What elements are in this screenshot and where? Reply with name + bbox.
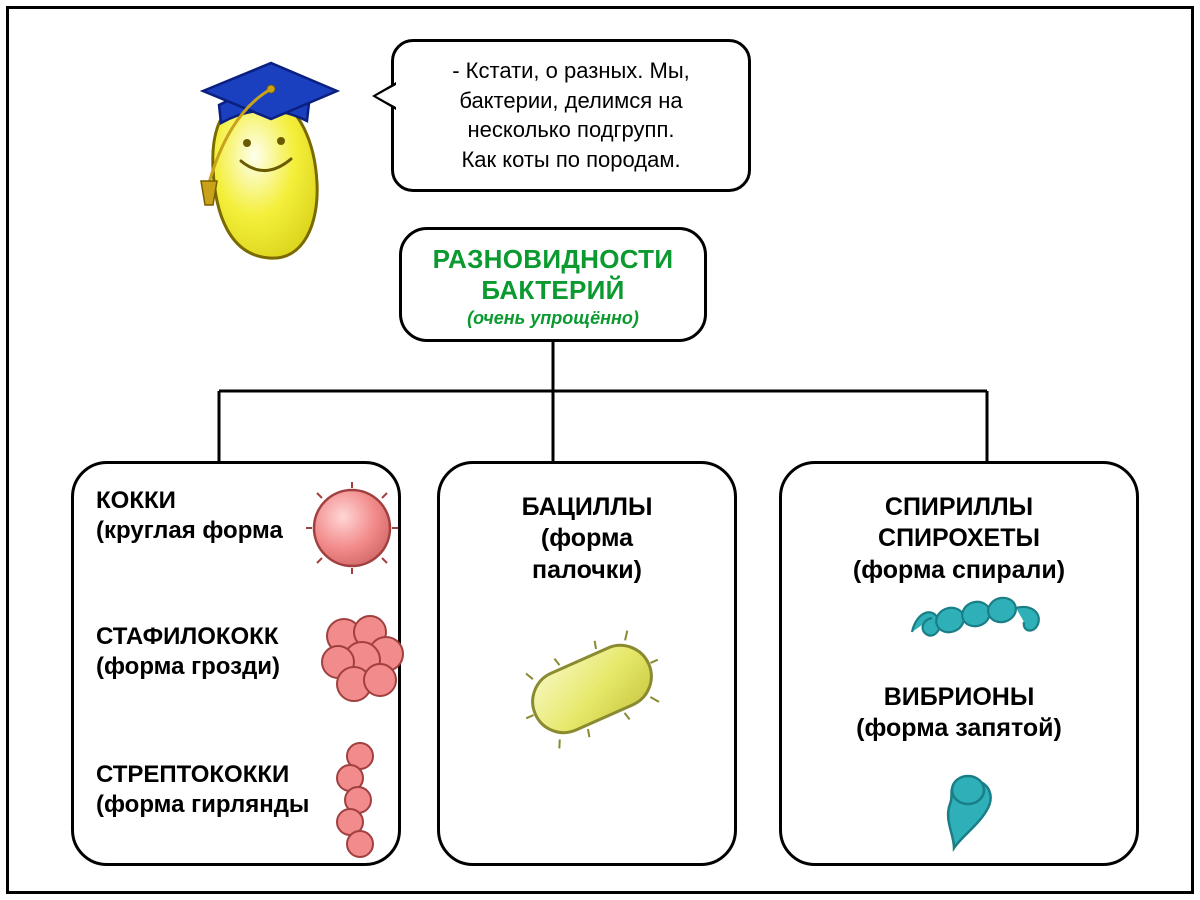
card-kokki: КОККИ (круглая форма СТАФИЛОКОКК (форма … bbox=[71, 461, 401, 866]
bacilli-title: БАЦИЛЛЫ bbox=[462, 492, 712, 523]
mascot-bacterium bbox=[179, 33, 359, 283]
card-bacilli: БАЦИЛЛЫ (форма палочки) bbox=[437, 461, 737, 866]
bacillus-icon bbox=[502, 614, 682, 764]
spirilla-subtitle: (форма спирали) bbox=[804, 555, 1114, 586]
spirilla-title: СПИРИЛЛЫ СПИРОХЕТЫ bbox=[804, 492, 1114, 555]
bacilli-subtitle: (форма палочки) bbox=[462, 523, 712, 586]
title-subtitle: (очень упрощённо) bbox=[430, 308, 676, 329]
vibrio-title: ВИБРИОНЫ bbox=[804, 682, 1114, 713]
coccus-icon bbox=[306, 482, 398, 574]
speech-bubble: - Кстати, о разных. Мы, бактерии, делимс… bbox=[391, 39, 751, 192]
spiral-icon bbox=[902, 584, 1052, 654]
title-main: РАЗНОВИДНОСТИ БАКТЕРИЙ bbox=[430, 244, 676, 306]
title-box: РАЗНОВИДНОСТИ БАКТЕРИЙ (очень упрощённо) bbox=[399, 227, 707, 342]
strep-icon bbox=[320, 742, 400, 862]
speech-text: - Кстати, о разных. Мы, бактерии, делимс… bbox=[412, 56, 730, 175]
card-spirilla: СПИРИЛЛЫ СПИРОХЕТЫ (форма спирали) ВИБРИ… bbox=[779, 461, 1139, 866]
staph-icon bbox=[314, 612, 409, 707]
comma-icon bbox=[932, 764, 1012, 854]
vibrio-subtitle: (форма запятой) bbox=[804, 713, 1114, 744]
diagram-frame: - Кстати, о разных. Мы, бактерии, делимс… bbox=[6, 6, 1194, 894]
